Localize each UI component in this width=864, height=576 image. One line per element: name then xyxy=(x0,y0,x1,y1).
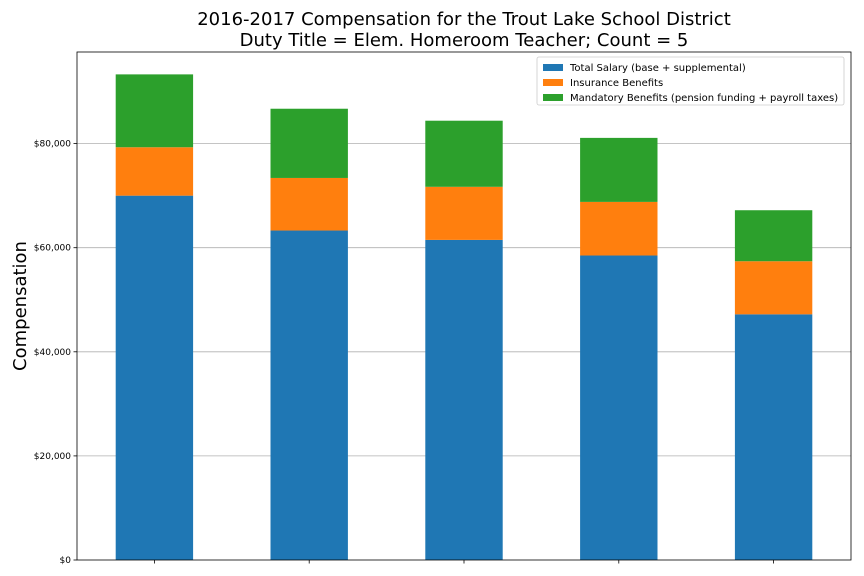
bars-layer xyxy=(115,74,813,561)
bar-segment-2 xyxy=(580,201,658,256)
bar-segment-1 xyxy=(115,195,194,560)
y-tick-label: $0 xyxy=(60,556,72,566)
y-tick-label: $20,000 xyxy=(34,452,71,462)
legend-swatch xyxy=(543,64,563,71)
bar-segment-2 xyxy=(270,177,348,231)
legend-swatch xyxy=(543,94,563,101)
y-tick-label: $80,000 xyxy=(34,140,71,150)
y-tick-label: $60,000 xyxy=(34,244,71,254)
bar-segment-2 xyxy=(734,261,813,315)
bar-segment-3 xyxy=(734,210,813,262)
legend-swatch xyxy=(543,79,563,86)
bar-segment-1 xyxy=(734,314,813,560)
legend-box xyxy=(536,56,845,106)
bar-segment-3 xyxy=(115,74,194,148)
legend-label: Mandatory Benefits (pension funding + pa… xyxy=(570,93,838,104)
plot-frame xyxy=(76,51,852,561)
bar-segment-3 xyxy=(270,108,348,178)
bar-segment-2 xyxy=(115,147,194,196)
bar-segment-3 xyxy=(580,137,658,202)
axes-layer: $0 $20,000 $40,000 $60,000 $80,000 xyxy=(34,51,852,566)
bar-segment-3 xyxy=(425,120,503,187)
bar-segment-1 xyxy=(425,239,503,561)
y-tick-label: $40,000 xyxy=(34,348,71,358)
legend-label: Insurance Benefits xyxy=(570,78,663,89)
y-axis-label: Compensation xyxy=(10,241,31,371)
chart-subtitle: Duty Title = Elem. Homeroom Teacher; Cou… xyxy=(240,30,689,51)
legend-label: Total Salary (base + supplemental) xyxy=(569,63,746,74)
chart-title: 2016-2017 Compensation for the Trout Lak… xyxy=(197,9,731,30)
legend: Total Salary (base + supplemental) Insura… xyxy=(536,56,845,106)
bar-segment-1 xyxy=(580,255,658,560)
bar-segment-1 xyxy=(270,230,348,560)
bar-segment-2 xyxy=(425,186,503,240)
